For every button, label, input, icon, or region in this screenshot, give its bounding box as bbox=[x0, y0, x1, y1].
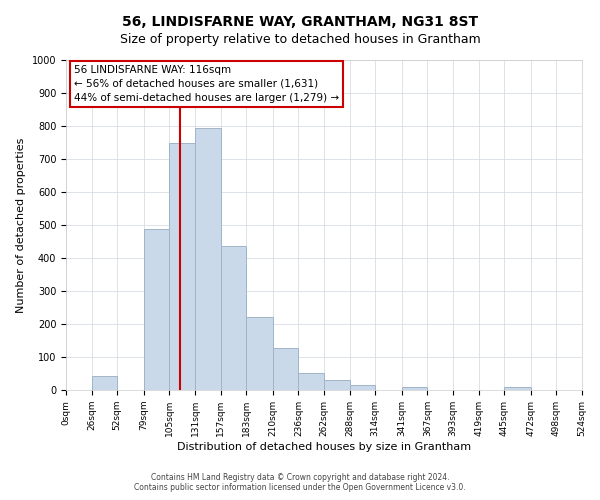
Text: Size of property relative to detached houses in Grantham: Size of property relative to detached ho… bbox=[119, 32, 481, 46]
Bar bbox=[221, 246, 246, 390]
Bar bbox=[402, 387, 427, 390]
X-axis label: Distribution of detached houses by size in Grantham: Distribution of detached houses by size … bbox=[177, 442, 471, 452]
Bar bbox=[324, 380, 350, 390]
Bar bbox=[246, 318, 273, 390]
Bar bbox=[144, 229, 169, 390]
Y-axis label: Number of detached properties: Number of detached properties bbox=[16, 138, 26, 312]
Bar bbox=[350, 385, 375, 390]
Bar bbox=[273, 348, 298, 390]
Bar bbox=[92, 376, 117, 390]
Text: 56, LINDISFARNE WAY, GRANTHAM, NG31 8ST: 56, LINDISFARNE WAY, GRANTHAM, NG31 8ST bbox=[122, 15, 478, 29]
Bar bbox=[195, 128, 221, 390]
Bar bbox=[298, 373, 324, 390]
Text: 56 LINDISFARNE WAY: 116sqm
← 56% of detached houses are smaller (1,631)
44% of s: 56 LINDISFARNE WAY: 116sqm ← 56% of deta… bbox=[74, 65, 339, 103]
Text: Contains HM Land Registry data © Crown copyright and database right 2024.
Contai: Contains HM Land Registry data © Crown c… bbox=[134, 473, 466, 492]
Bar bbox=[504, 388, 531, 390]
Bar bbox=[169, 143, 195, 390]
